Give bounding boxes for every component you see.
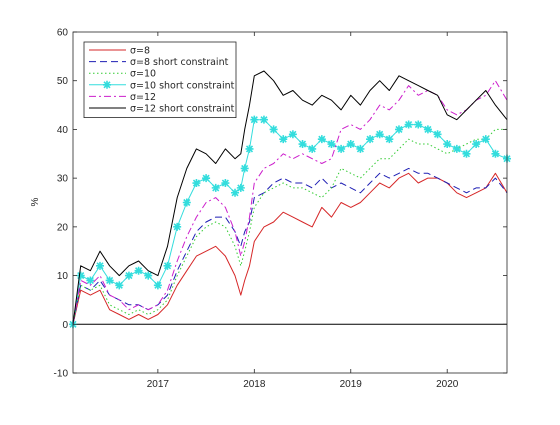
series-point	[96, 261, 105, 270]
legend-label: σ=8 short constraint	[130, 57, 229, 68]
legend-item: σ=10 short constraint	[89, 80, 235, 91]
series-point	[346, 140, 355, 149]
legend-label: σ=8	[130, 46, 150, 57]
series-point	[327, 140, 336, 149]
legend-item: σ=12	[89, 92, 156, 103]
series-1	[72, 172, 508, 325]
series-point	[452, 144, 461, 153]
series-line-1	[72, 172, 508, 325]
y-tick-label: 0	[62, 320, 68, 331]
series-point	[240, 164, 249, 173]
series-4	[69, 115, 511, 329]
series-point	[221, 179, 230, 188]
series-point	[288, 130, 297, 139]
series-point	[134, 266, 143, 275]
series-point	[404, 120, 413, 129]
series-point	[245, 144, 254, 153]
series-point	[433, 130, 442, 139]
series-point	[337, 144, 346, 153]
series-point	[443, 140, 452, 149]
legend-item: σ=8	[89, 46, 150, 57]
series-line-3	[72, 128, 507, 325]
y-tick-label: -10	[54, 369, 69, 380]
series-point	[491, 149, 500, 158]
y-tick-label: 60	[57, 28, 69, 39]
x-tick-label: 2019	[340, 379, 363, 390]
y-tick-label: 20	[57, 222, 69, 233]
legend-item: σ=12 short constraint	[89, 104, 235, 115]
series-point	[173, 222, 182, 231]
legend-item: σ=10	[89, 69, 156, 80]
legend-marker	[103, 80, 111, 89]
series-point	[308, 144, 317, 153]
series-point	[250, 115, 259, 124]
series-point	[182, 198, 191, 207]
legend-label: σ=10 short constraint	[130, 80, 235, 91]
series-point	[385, 135, 394, 144]
series-point	[144, 271, 153, 280]
series-point	[375, 130, 384, 139]
axis-layer: -10 0 10 20 30 40 50 60 2017 2018 2019 2020	[54, 28, 508, 390]
series-point	[394, 125, 403, 134]
x-tick-label: 2020	[436, 379, 459, 390]
series-point	[462, 149, 471, 158]
series-point	[366, 135, 375, 144]
legend-box	[83, 41, 237, 118]
series-point	[202, 174, 211, 183]
y-tick-label: 30	[57, 174, 69, 185]
x-tick-label: 2017	[147, 379, 170, 390]
x-tick-label: 2018	[243, 379, 266, 390]
series-3	[72, 128, 507, 325]
series-point	[115, 281, 124, 290]
series-layer	[69, 70, 511, 329]
y-tick-label: 50	[57, 76, 69, 87]
y-tick-label: 10	[57, 271, 69, 282]
series-point	[124, 271, 133, 280]
series-point	[481, 135, 490, 144]
series-point	[236, 183, 245, 192]
series-point	[192, 179, 201, 188]
series-point	[356, 144, 365, 153]
series-line-5	[72, 80, 508, 325]
series-point	[86, 276, 95, 285]
y-tick-label: 40	[57, 125, 69, 136]
series-point	[298, 140, 307, 149]
legend-label: σ=12 short constraint	[130, 104, 235, 115]
series-point	[279, 135, 288, 144]
series-point	[153, 281, 162, 290]
legend-label: σ=12	[130, 92, 156, 103]
series-point	[76, 271, 85, 280]
legend-label: σ=10	[130, 69, 156, 80]
axes-frame	[72, 31, 508, 374]
series-point	[414, 120, 423, 129]
series-point	[269, 125, 278, 134]
series-point	[105, 276, 114, 285]
legend-item: σ=8 short constraint	[89, 57, 229, 68]
series-line-6	[72, 70, 508, 325]
series-point	[317, 135, 326, 144]
series-6	[72, 70, 508, 325]
series-5	[72, 80, 508, 325]
series-point	[423, 125, 432, 134]
series-point	[231, 188, 240, 197]
series-point	[163, 261, 172, 270]
y-axis-label: %	[30, 197, 41, 206]
series-point	[211, 183, 220, 192]
series-point	[472, 140, 481, 149]
series-point	[259, 115, 268, 124]
